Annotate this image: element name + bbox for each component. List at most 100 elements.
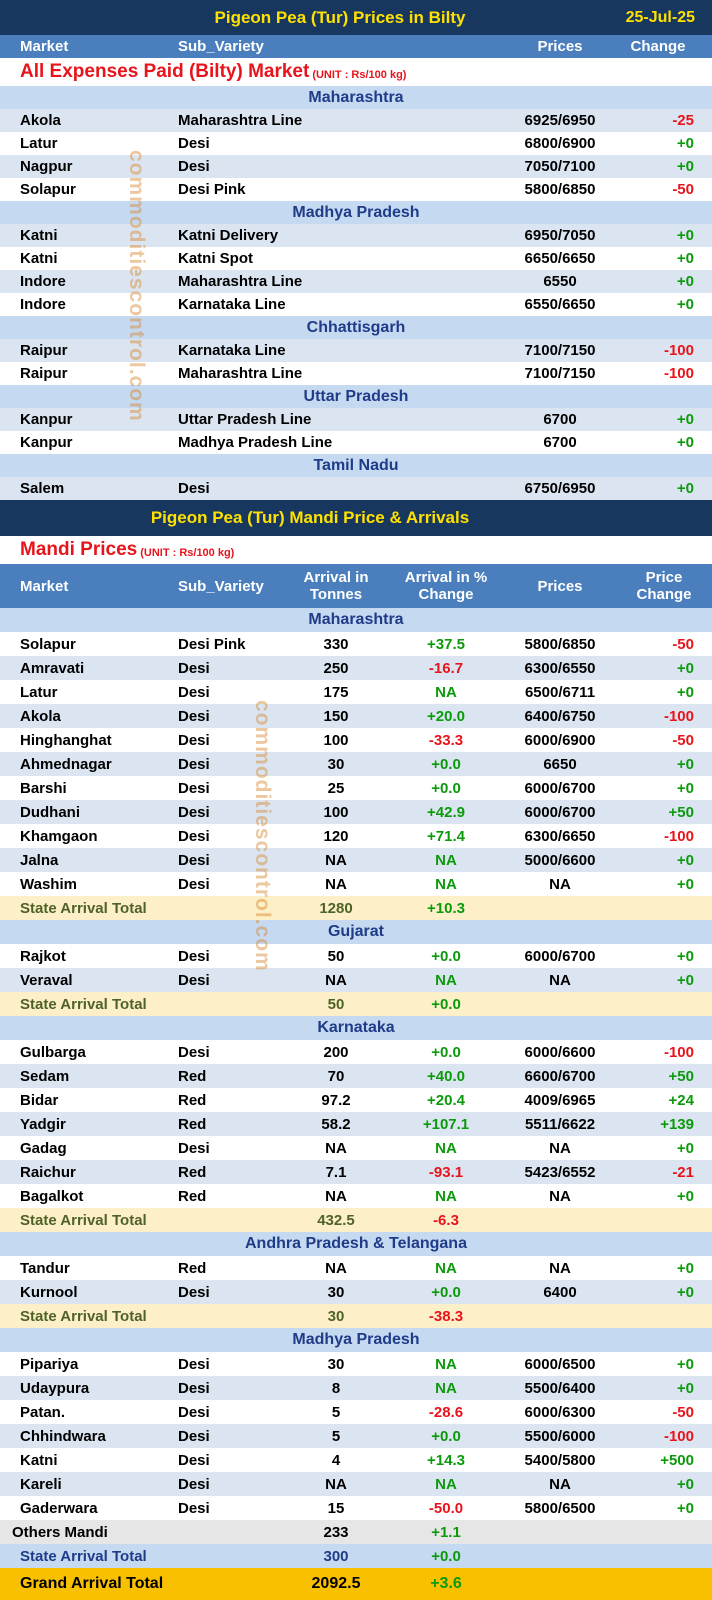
sub-variety: Desi	[178, 851, 210, 869]
price: 5800/6850	[524, 181, 596, 198]
price: 6000/6900	[524, 731, 596, 749]
price: 6500/6711	[524, 683, 596, 701]
arrival-change: -28.6	[428, 1403, 464, 1421]
sub-variety: Desi	[178, 1283, 210, 1301]
total-row: State Arrival Total 432.5 -6.3	[0, 1208, 712, 1232]
price: 6650	[543, 755, 577, 773]
sub-variety: Karnataka Line	[178, 296, 286, 313]
price: 4009/6965	[524, 1091, 596, 1109]
total-label: State Arrival Total	[20, 1547, 147, 1565]
data-row: Katni Katni Spot 6650/6650 +0	[0, 247, 712, 270]
change: +0	[676, 1139, 694, 1157]
data-row: Gaderwara Desi 15 -50.0 5800/6500 +0	[0, 1496, 712, 1520]
price: NA	[549, 1259, 571, 1277]
sub-variety: Karnataka Line	[178, 342, 286, 359]
grand-total-arrival: 2092.5	[311, 1575, 361, 1592]
state-header: Maharashtra	[0, 608, 712, 632]
arrival-change: NA	[435, 875, 457, 893]
data-row: Kanpur Madhya Pradesh Line 6700 +0	[0, 431, 712, 454]
arrival: 120	[323, 827, 349, 845]
price: 5423/6552	[524, 1163, 596, 1181]
change: +50	[668, 803, 694, 821]
arrival: 97.2	[321, 1091, 351, 1109]
arrival: 15	[327, 1499, 345, 1517]
data-row: Solapur Desi Pink 5800/6850 -50	[0, 178, 712, 201]
market: Chhindwara	[20, 1427, 106, 1445]
market: Akola	[20, 707, 61, 725]
arrival-change: +0.0	[431, 1043, 461, 1061]
market: Nagpur	[20, 158, 73, 175]
column-label: Market	[20, 577, 69, 595]
data-row: Jalna Desi NA NA 5000/6600 +0	[0, 848, 712, 872]
sub-variety: Desi	[178, 707, 210, 725]
state-header: Madhya Pradesh	[0, 201, 712, 224]
unit: (UNIT : Rs/100 kg)	[140, 546, 235, 559]
state-header: Madhya Pradesh	[0, 1328, 712, 1352]
data-row: Veraval Desi NA NA NA +0	[0, 968, 712, 992]
sub-variety: Desi	[178, 659, 210, 677]
data-row: Raipur Karnataka Line 7100/7150 -100	[0, 339, 712, 362]
market: Gadag	[20, 1139, 67, 1157]
change: +0	[676, 411, 694, 428]
sub-variety: Maharashtra Line	[178, 365, 303, 382]
data-row: Kareli Desi NA NA NA +0	[0, 1472, 712, 1496]
data-row: Latur Desi 175 NA 6500/6711 +0	[0, 680, 712, 704]
arrival: 8	[331, 1379, 341, 1397]
change: -50	[672, 1403, 694, 1421]
state-header: Karnataka	[0, 1016, 712, 1040]
arrival-change: -50.0	[428, 1499, 464, 1517]
data-row: Katni Katni Delivery 6950/7050 +0	[0, 224, 712, 247]
total-arrival: 30	[327, 1307, 345, 1325]
total-label: State Arrival Total	[20, 899, 147, 917]
data-row: Gulbarga Desi 200 +0.0 6000/6600 -100	[0, 1040, 712, 1064]
sub-variety: Red	[178, 1259, 207, 1277]
data-row: Katni Desi 4 +14.3 5400/5800 +500	[0, 1448, 712, 1472]
arrival: NA	[325, 851, 347, 869]
arrival-change: +0.0	[431, 755, 461, 773]
market: Rajkot	[20, 947, 66, 965]
data-row: Kanpur Uttar Pradesh Line 6700 +0	[0, 408, 712, 431]
total-row: State Arrival Total 50 +0.0	[0, 992, 712, 1016]
arrival-change: NA	[435, 1355, 457, 1373]
arrival-change: NA	[435, 1379, 457, 1397]
market: Latur	[20, 683, 58, 701]
change: +0	[676, 1499, 694, 1517]
data-row: Hinghanghat Desi 100 -33.3 6000/6900 -50	[0, 728, 712, 752]
data-row: Indore Karnataka Line 6550/6650 +0	[0, 293, 712, 316]
price: 6925/6950	[524, 112, 596, 129]
change: +500	[660, 1451, 694, 1469]
arrival-change: NA	[435, 971, 457, 989]
column-label: Prices	[537, 38, 583, 55]
change: +0	[676, 1355, 694, 1373]
price: 6300/6650	[524, 827, 596, 845]
sub-variety: Maharashtra Line	[178, 273, 303, 290]
price: 6400	[543, 1283, 577, 1301]
total-change: +0.0	[431, 995, 461, 1013]
change: -100	[663, 1427, 694, 1445]
price: 6700	[543, 411, 577, 428]
arrival: NA	[325, 1139, 347, 1157]
market: Raipur	[20, 342, 68, 359]
market: Patan.	[20, 1403, 66, 1421]
sub-variety: Desi	[178, 1475, 210, 1493]
change: +0	[676, 875, 694, 893]
market: Washim	[20, 875, 77, 893]
arrival-change: NA	[435, 1139, 457, 1157]
section-name: Mandi Prices	[20, 539, 138, 560]
price: 5500/6400	[524, 1379, 596, 1397]
market: Yadgir	[20, 1115, 66, 1133]
market: Raichur	[20, 1163, 76, 1181]
data-row: Sedam Red 70 +40.0 6600/6700 +50	[0, 1064, 712, 1088]
arrival-change: +20.0	[427, 707, 465, 725]
arrival-change: +14.3	[427, 1451, 465, 1469]
arrival-change: +0.0	[431, 947, 461, 965]
market: Tandur	[20, 1259, 70, 1277]
price: 6000/6600	[524, 1043, 596, 1061]
column-header: Market Sub_Variety Prices Change	[0, 35, 712, 58]
state-name: Madhya Pradesh	[292, 1331, 420, 1348]
price: NA	[549, 1475, 571, 1493]
state-header: Tamil Nadu	[0, 454, 712, 477]
price: 6000/6500	[524, 1355, 596, 1373]
price: 6000/6700	[524, 803, 596, 821]
